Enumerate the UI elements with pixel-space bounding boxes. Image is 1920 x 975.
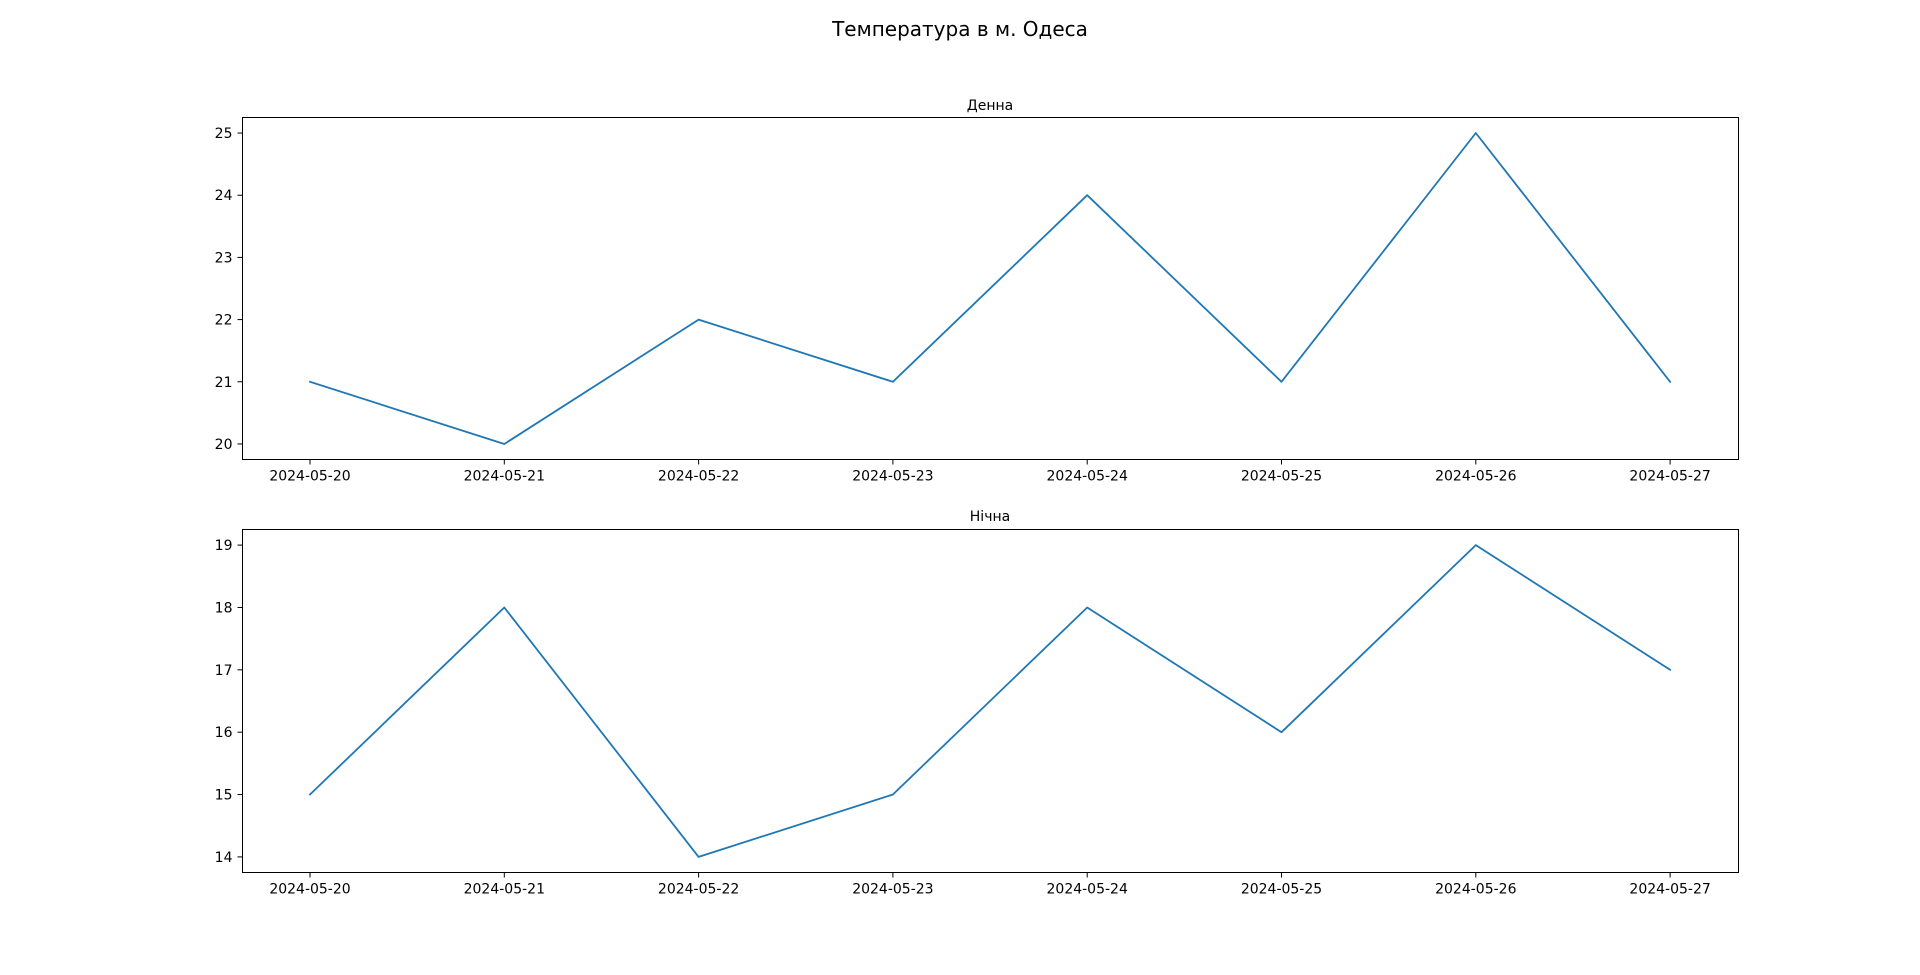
night-x-tick-label: 2024-05-27 (1629, 882, 1710, 898)
night-x-tick-label: 2024-05-23 (852, 882, 933, 898)
night-y-tick-label: 19 (215, 538, 233, 554)
day-series-line (308, 132, 1672, 445)
day-x-tick-label: 2024-05-22 (658, 469, 739, 485)
day-x-tick-label: 2024-05-25 (1241, 469, 1322, 485)
subplot-day-title: Денна (967, 98, 1013, 114)
day-y-tick-label: 23 (215, 250, 233, 266)
night-y-tick-label: 17 (215, 663, 233, 679)
night-x-tick-label: 2024-05-20 (269, 882, 350, 898)
day-x-tick-label: 2024-05-27 (1629, 469, 1710, 485)
subplot-night-frame (242, 529, 1739, 873)
night-series-line (308, 544, 1672, 858)
night-x-tick-label: 2024-05-26 (1435, 882, 1516, 898)
day-y-tick-label: 24 (215, 188, 233, 204)
day-x-tick-label: 2024-05-26 (1435, 469, 1516, 485)
subplot-day-frame (242, 117, 1739, 460)
day-x-tick-label: 2024-05-24 (1047, 469, 1128, 485)
night-y-tick-label: 18 (215, 600, 233, 616)
night-x-tick-label: 2024-05-21 (464, 882, 545, 898)
subplot-night-marks: 2024-05-20 2024-05-21 2024-05-22 2024-05-23… (215, 538, 1711, 897)
night-y-tick-label: 16 (215, 725, 233, 741)
night-x-tick-label: 2024-05-22 (658, 882, 739, 898)
day-y-tick-label: 25 (215, 126, 233, 142)
day-y-tick-label: 21 (215, 375, 233, 391)
subplot-night-title: Нічна (970, 509, 1010, 525)
day-x-tick-label: 2024-05-20 (269, 469, 350, 485)
day-x-tick-label: 2024-05-21 (464, 469, 545, 485)
subplot-night: Нічна 2024-05-20 2024-05-21 2024-05-22 2024… (215, 509, 1739, 898)
night-x-tick-label: 2024-05-25 (1241, 882, 1322, 898)
night-x-tick-label: 2024-05-24 (1047, 882, 1128, 898)
subplot-day-marks: 2024-05-20 2024-05-21 2024-05-22 2024-05-23… (215, 126, 1711, 484)
day-y-tick-label: 22 (215, 313, 233, 329)
figure-title: Температура в м. Одеса (831, 17, 1088, 41)
night-y-tick-label: 15 (215, 788, 233, 804)
subplot-day: Денна 2024-05-20 2024-05-21 2024-05-22 2024… (215, 98, 1739, 485)
day-x-tick-label: 2024-05-23 (852, 469, 933, 485)
night-y-tick-label: 14 (215, 850, 233, 866)
day-y-tick-label: 20 (215, 437, 233, 453)
